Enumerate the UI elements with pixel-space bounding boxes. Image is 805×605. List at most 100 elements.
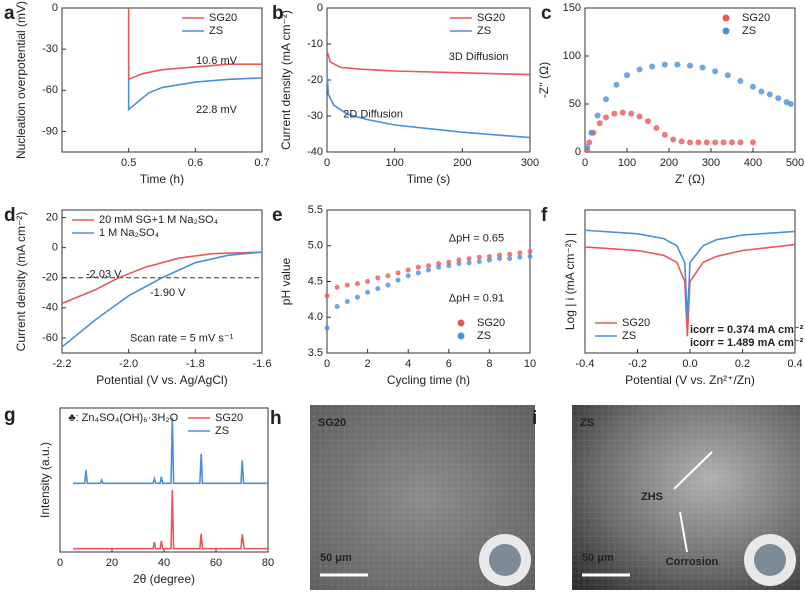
scale-bar-label: 50 μm: [582, 552, 614, 564]
data-point: [724, 72, 731, 79]
data-point: [486, 253, 492, 259]
legend-label: SG20: [622, 317, 650, 329]
data-point: [596, 120, 603, 127]
data-point: [426, 267, 431, 273]
x-axis-label: Potential (V vs. Ag/AgCl): [96, 373, 227, 387]
y-tick-label: -60: [42, 332, 58, 344]
data-point: [649, 63, 656, 70]
y-tick-label: -20: [307, 74, 323, 86]
x-tick-label: 0.7: [254, 157, 269, 169]
data-point: [775, 95, 782, 102]
x-tick-label: 8: [486, 358, 492, 370]
panel-label: c: [541, 3, 552, 24]
legend-label: 1 M Na₂SO₄: [99, 227, 160, 239]
data-point: [737, 77, 744, 84]
data-point: [344, 299, 350, 305]
x-tick-label: -1.6: [253, 358, 272, 370]
annotation: 22.8 mV: [196, 104, 238, 116]
panel-label: e: [272, 205, 283, 226]
data-point: [613, 81, 620, 88]
data-point: [758, 88, 765, 95]
plot-frame: [61, 7, 263, 153]
data-point: [405, 273, 411, 279]
y-tick-label: -90: [42, 125, 58, 137]
data-point: [365, 279, 371, 284]
data-point: [661, 61, 668, 68]
y-tick-label: 100: [563, 50, 581, 62]
x-tick-label: 10: [524, 358, 536, 370]
scale-bar-label: 50 μm: [320, 552, 352, 564]
x-tick-label: 300: [521, 157, 539, 169]
y-axis-label: -Z'' (Ω): [537, 62, 551, 98]
annotation: 10.6 mV: [196, 55, 238, 67]
data-point: [517, 250, 523, 256]
data-point: [375, 286, 381, 292]
data-point: [476, 258, 482, 264]
data-point: [624, 72, 630, 79]
data-point: [507, 256, 513, 262]
x-tick-label: 500: [786, 157, 804, 169]
data-point: [405, 267, 411, 273]
image-annotation: Corrosion: [666, 556, 719, 568]
annotation: icorr = 0.374 mA cm⁻²: [690, 324, 804, 336]
y-tick-label: -30: [307, 110, 323, 122]
y-axis-label: Current density (mA cm⁻²): [279, 10, 293, 150]
x-tick-label: 4: [405, 358, 411, 370]
data-point: [586, 139, 593, 146]
data-point: [594, 112, 601, 119]
inset-photo: [489, 544, 521, 576]
y-tick-label: -20: [42, 272, 58, 284]
data-point: [720, 139, 727, 146]
data-point: [375, 275, 381, 281]
data-point: [385, 273, 391, 279]
y-tick-label: 4.0: [308, 311, 323, 323]
data-point: [611, 110, 618, 117]
data-point: [456, 257, 462, 263]
data-point: [729, 139, 735, 146]
data-point: [486, 257, 492, 263]
data-point: [334, 304, 340, 310]
y-tick-label: 0: [317, 2, 323, 14]
y-tick-label: 0: [52, 2, 58, 14]
data-point: [466, 256, 472, 262]
x-tick-label: 0: [57, 557, 63, 569]
data-point: [517, 254, 523, 260]
data-point: [436, 264, 442, 270]
data-point: [674, 61, 681, 68]
y-tick-label: 0: [52, 242, 58, 254]
y-tick-label: 150: [563, 2, 581, 14]
data-point: [395, 277, 401, 283]
x-tick-label: 200: [660, 157, 678, 169]
data-point: [456, 261, 462, 267]
legend-label: ZS: [477, 330, 491, 342]
inset-photo: [754, 544, 786, 576]
y-tick-label: 5.0: [308, 240, 323, 252]
x-tick-label: 0.6: [188, 157, 203, 169]
legend-swatch: [457, 332, 465, 340]
legend-label: ZS: [209, 25, 223, 37]
data-point: [507, 251, 513, 257]
plot-frame: [61, 209, 263, 354]
data-point: [628, 110, 635, 117]
data-point: [415, 264, 421, 270]
data-point: [497, 256, 503, 262]
panel-label: g: [4, 405, 16, 426]
legend-label: ZS: [622, 330, 636, 342]
x-tick-label: 6: [446, 358, 452, 370]
legend-label: SG20: [215, 412, 243, 424]
panel-label: d: [4, 205, 16, 226]
data-point: [645, 118, 651, 125]
x-tick-label: 100: [385, 157, 403, 169]
annotation: -2.03 V: [86, 268, 122, 280]
legend-label: ZS: [742, 25, 756, 37]
data-point: [527, 248, 533, 254]
x-tick-label: 0.2: [735, 358, 750, 370]
data-point: [365, 289, 371, 295]
y-tick-label: 20: [46, 211, 58, 223]
series-line: [61, 251, 263, 305]
y-axis-label: Nucleation overpotential (mV): [14, 1, 28, 159]
x-tick-label: 200: [453, 157, 471, 169]
x-tick-label: -0.2: [628, 358, 647, 370]
data-point: [750, 83, 756, 90]
plot-frame: [59, 407, 269, 553]
